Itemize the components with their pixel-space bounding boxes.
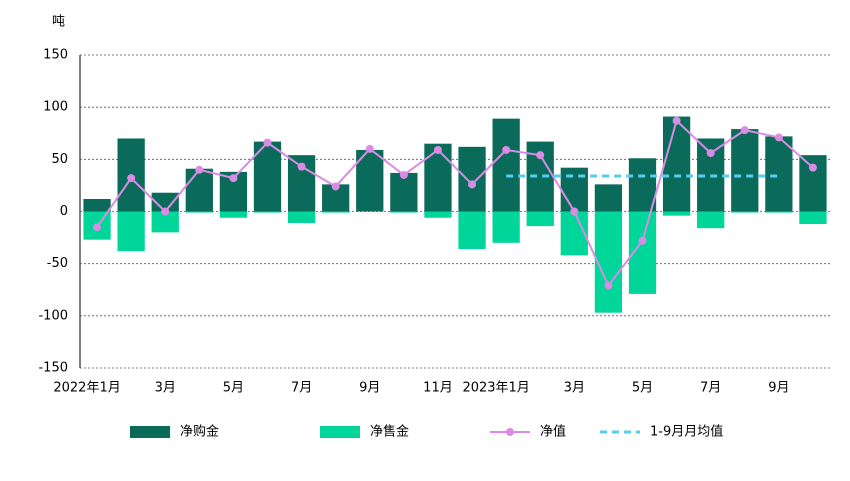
net-point xyxy=(399,170,408,179)
x-tick-label: 11月 xyxy=(423,381,453,396)
bar xyxy=(765,136,793,212)
net-point xyxy=(774,133,783,142)
net-point xyxy=(195,165,204,174)
y-axis-label: 吨 xyxy=(52,15,65,30)
x-tick-label: 9月 xyxy=(768,381,789,396)
x-tick-label: 7月 xyxy=(291,381,312,396)
net-point xyxy=(638,236,647,245)
legend-label: 净售金 xyxy=(370,424,409,440)
bar xyxy=(594,184,623,212)
bar xyxy=(492,118,520,212)
bar xyxy=(117,211,145,252)
bar xyxy=(492,211,520,243)
bar xyxy=(662,116,691,212)
bar xyxy=(185,168,213,212)
net-point xyxy=(808,163,817,172)
net-point xyxy=(127,174,136,183)
bar xyxy=(458,211,486,250)
y-tick-label: 0 xyxy=(60,204,68,219)
legend-swatch xyxy=(320,426,360,438)
bar xyxy=(185,211,213,213)
net-point xyxy=(672,116,681,125)
bar xyxy=(526,211,554,227)
net-point xyxy=(161,207,170,216)
net-point xyxy=(263,138,272,147)
y-tick-label: -50 xyxy=(47,256,68,271)
x-tick-label: 5月 xyxy=(632,381,653,396)
legend-label: 净购金 xyxy=(180,424,219,440)
legend-swatch xyxy=(130,426,170,438)
bar xyxy=(799,155,827,212)
bar xyxy=(151,192,179,212)
x-tick-label: 3月 xyxy=(564,381,585,396)
bar xyxy=(560,167,588,212)
bar xyxy=(219,211,248,218)
bar xyxy=(424,211,452,218)
net-point xyxy=(536,151,545,160)
x-tick-label: 2023年1月 xyxy=(462,381,529,396)
legend-label: 1-9月月均值 xyxy=(650,424,723,440)
x-tick-label: 7月 xyxy=(700,381,721,396)
bar xyxy=(390,172,418,212)
y-tick-label: -100 xyxy=(38,308,68,323)
bar xyxy=(458,146,486,212)
net-point xyxy=(365,144,374,153)
net-line xyxy=(96,118,814,288)
net-point xyxy=(570,207,579,216)
bar xyxy=(322,211,350,213)
bar xyxy=(799,211,827,225)
x-tick-label: 5月 xyxy=(223,381,244,396)
y-tick-label: 50 xyxy=(51,152,68,167)
net-point xyxy=(468,180,477,189)
bar xyxy=(662,211,691,216)
bar xyxy=(628,158,657,212)
bar xyxy=(151,211,179,233)
y-tick-label: -150 xyxy=(38,361,68,376)
bar xyxy=(390,211,418,213)
bar xyxy=(765,211,793,213)
bar xyxy=(731,129,759,212)
x-tick-label: 9月 xyxy=(359,381,380,396)
net-point xyxy=(93,223,102,232)
bar xyxy=(697,211,725,229)
net-point xyxy=(331,182,340,191)
legend-swatch xyxy=(506,428,514,436)
x-tick-label: 2022年1月 xyxy=(53,381,120,396)
net-point xyxy=(229,174,238,183)
legend-label: 净值 xyxy=(540,424,566,440)
bar xyxy=(83,198,111,212)
net-point xyxy=(740,126,749,135)
y-tick-label: 150 xyxy=(43,48,68,63)
bar xyxy=(253,211,282,213)
x-tick-label: 3月 xyxy=(155,381,176,396)
net-point xyxy=(433,145,442,154)
bar xyxy=(594,211,623,313)
bar xyxy=(287,211,316,223)
bar xyxy=(731,211,759,213)
bar xyxy=(424,143,452,212)
net-point xyxy=(502,145,511,154)
net-point xyxy=(706,149,715,158)
net-point xyxy=(604,281,613,290)
net-point xyxy=(297,162,306,171)
y-tick-label: 100 xyxy=(43,100,68,115)
